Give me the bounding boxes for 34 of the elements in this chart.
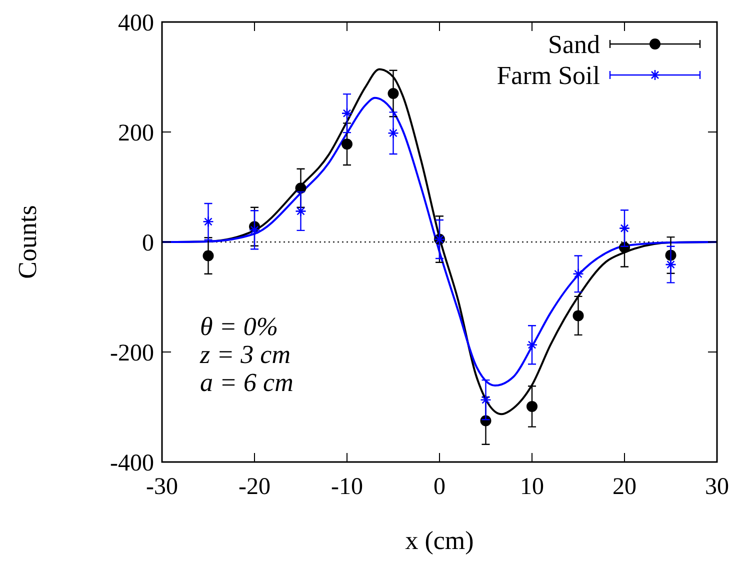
point (202, 216, 214, 228)
point (248, 224, 260, 236)
annotation: a = 6 cm (200, 368, 294, 397)
x-tick-label: 0 (434, 474, 446, 500)
annotation: z = 3 cm (199, 340, 290, 369)
point (388, 88, 399, 99)
legend-label: Sand (548, 30, 600, 60)
y-tick-label: -400 (110, 450, 154, 476)
y-tick-label: -200 (110, 340, 154, 366)
y-tick-label: 400 (118, 10, 154, 36)
point (341, 108, 353, 119)
y-tick-label: 0 (142, 230, 154, 256)
x-axis-title: x (cm) (405, 526, 474, 555)
point (388, 127, 399, 139)
point (665, 258, 676, 270)
point (618, 222, 630, 234)
x-tick-label: -10 (331, 474, 363, 500)
point (480, 394, 492, 406)
x-tick-label: -20 (238, 474, 270, 500)
x-tick-label: 10 (520, 474, 544, 500)
y-tick-label: 200 (118, 120, 154, 146)
x-tick-label: -30 (146, 474, 178, 500)
y-axis-title: Counts (13, 205, 42, 279)
point (202, 250, 214, 262)
point (572, 310, 584, 322)
legend-label: Farm Soil (496, 61, 600, 90)
point (295, 206, 306, 217)
point (572, 268, 584, 280)
point (526, 339, 538, 350)
annotation: θ = 0% (200, 312, 278, 341)
point (342, 138, 352, 150)
point (526, 400, 538, 412)
x-tick-label: 20 (612, 474, 636, 500)
x-tick-label: 30 (705, 474, 729, 500)
